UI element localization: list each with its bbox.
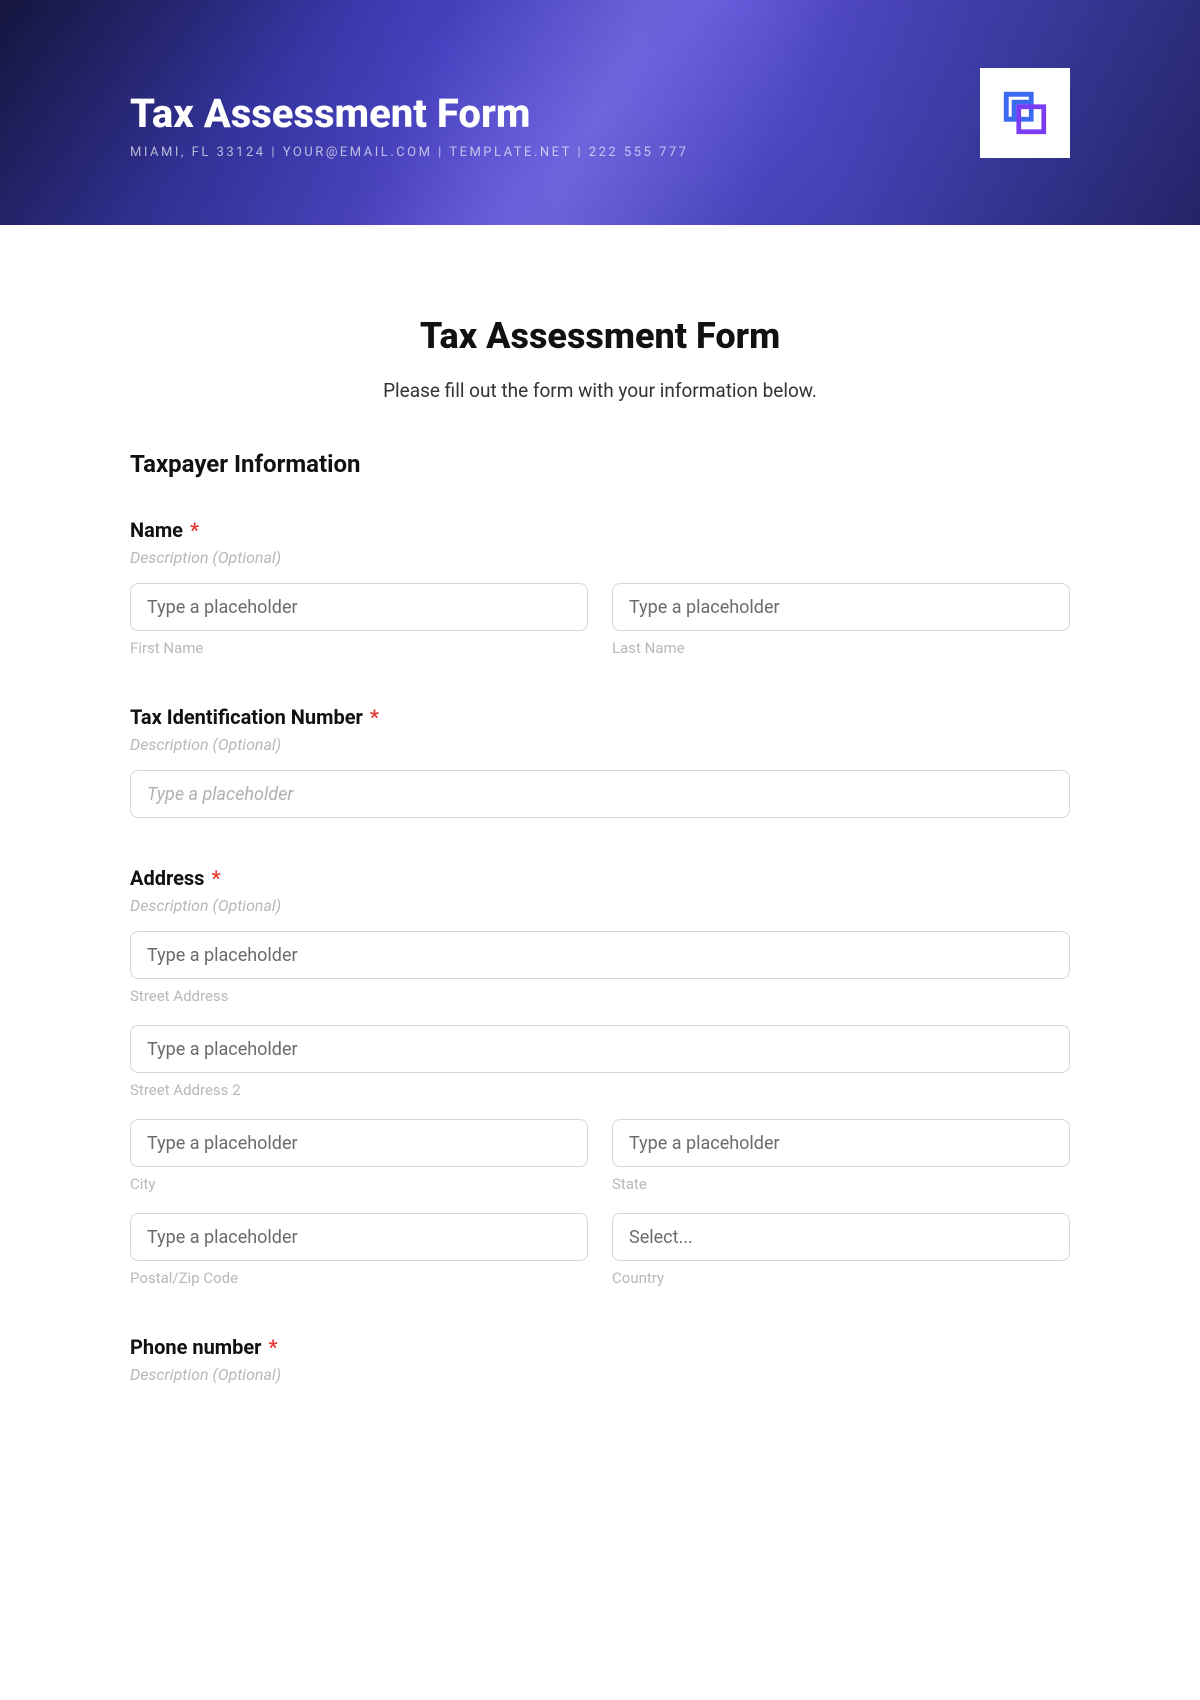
banner-inner: Tax Assessment Form MIAMI, FL 33124 | YO… [0, 0, 1200, 160]
address-label-text: Address [130, 866, 204, 890]
tin-label: Tax Identification Number * [130, 705, 1070, 729]
state-input[interactable] [612, 1119, 1070, 1167]
form-content: Tax Assessment Form Please fill out the … [0, 225, 1200, 1440]
tin-input[interactable] [130, 770, 1070, 818]
banner-title: Tax Assessment Form [130, 90, 689, 137]
required-mark: * [370, 705, 379, 729]
form-title: Tax Assessment Form [130, 315, 1070, 357]
street-address-2-input[interactable] [130, 1025, 1070, 1073]
banner: Tax Assessment Form MIAMI, FL 33124 | YO… [0, 0, 1200, 225]
section-heading-taxpayer: Taxpayer Information [130, 450, 1070, 478]
postal-input[interactable] [130, 1213, 588, 1261]
name-description: Description (Optional) [130, 548, 1070, 567]
field-address: Address * Description (Optional) Street … [130, 866, 1070, 1287]
banner-subtitle: MIAMI, FL 33124 | YOUR@EMAIL.COM | TEMPL… [130, 145, 689, 160]
field-name: Name * Description (Optional) First Name… [130, 518, 1070, 657]
street-address-2-sublabel: Street Address 2 [130, 1081, 1070, 1099]
tin-description: Description (Optional) [130, 735, 1070, 754]
city-input[interactable] [130, 1119, 588, 1167]
first-name-sublabel: First Name [130, 639, 588, 657]
phone-label-text: Phone number [130, 1335, 261, 1359]
street-address-input[interactable] [130, 931, 1070, 979]
address-label: Address * [130, 866, 1070, 890]
country-sublabel: Country [612, 1269, 1070, 1287]
last-name-input[interactable] [612, 583, 1070, 631]
required-mark: * [211, 866, 220, 890]
address-description: Description (Optional) [130, 896, 1070, 915]
banner-text-block: Tax Assessment Form MIAMI, FL 33124 | YO… [130, 90, 689, 160]
field-tin: Tax Identification Number * Description … [130, 705, 1070, 818]
first-name-input[interactable] [130, 583, 588, 631]
name-label: Name * [130, 518, 1070, 542]
field-phone: Phone number * Description (Optional) [130, 1335, 1070, 1384]
overlap-squares-icon [1000, 88, 1050, 138]
required-mark: * [268, 1335, 277, 1359]
form-subtitle: Please fill out the form with your infor… [130, 379, 1070, 402]
city-sublabel: City [130, 1175, 588, 1193]
postal-sublabel: Postal/Zip Code [130, 1269, 588, 1287]
state-sublabel: State [612, 1175, 1070, 1193]
phone-label: Phone number * [130, 1335, 1070, 1359]
last-name-sublabel: Last Name [612, 639, 1070, 657]
tin-label-text: Tax Identification Number [130, 705, 363, 729]
name-label-text: Name [130, 518, 183, 542]
country-select[interactable] [612, 1213, 1070, 1261]
logo-box [980, 68, 1070, 158]
street-address-sublabel: Street Address [130, 987, 1070, 1005]
required-mark: * [190, 518, 199, 542]
phone-description: Description (Optional) [130, 1365, 1070, 1384]
